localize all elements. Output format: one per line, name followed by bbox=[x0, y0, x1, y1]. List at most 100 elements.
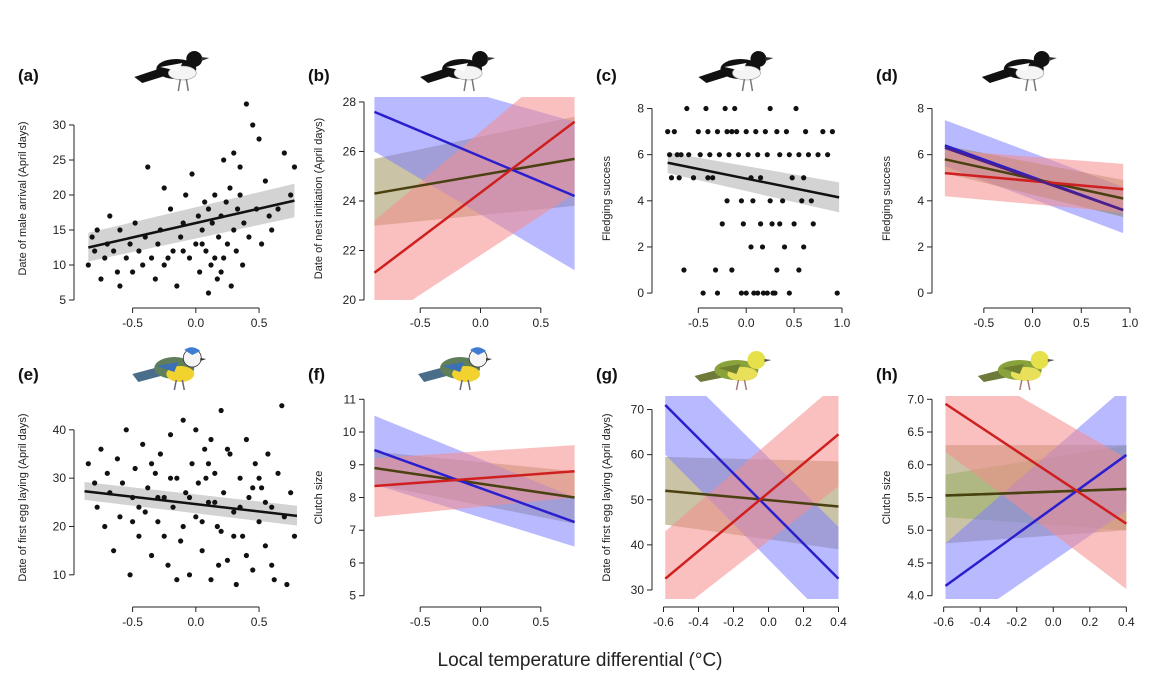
data-point bbox=[104, 470, 110, 476]
y-tick-label: 30 bbox=[53, 118, 67, 132]
data-point bbox=[161, 533, 167, 539]
data-point bbox=[152, 276, 158, 282]
data-point bbox=[85, 262, 91, 268]
data-point bbox=[161, 262, 167, 268]
x-tick-label: -0.5 bbox=[974, 316, 995, 330]
data-point bbox=[801, 244, 807, 250]
data-point bbox=[712, 267, 719, 273]
y-tick-label: 0 bbox=[637, 286, 644, 300]
bird-leg bbox=[181, 379, 186, 391]
flycatcher-icon bbox=[698, 51, 774, 92]
data-point bbox=[237, 192, 243, 198]
data-point bbox=[764, 290, 770, 296]
x-tick-label: 0.5 bbox=[251, 615, 268, 629]
data-point bbox=[165, 562, 171, 568]
bird-leg bbox=[185, 78, 190, 92]
bird-head bbox=[750, 51, 767, 67]
data-point bbox=[243, 101, 250, 107]
y-tick-label: 6 bbox=[917, 148, 924, 162]
data-point bbox=[92, 480, 98, 486]
plot-area bbox=[373, 97, 576, 300]
x-tick-label: -0.2 bbox=[723, 615, 744, 629]
data-point bbox=[275, 470, 281, 476]
data-point bbox=[681, 267, 687, 273]
x-tick-label: 0.0 bbox=[187, 316, 204, 330]
data-point bbox=[199, 241, 205, 247]
data-point bbox=[193, 241, 199, 247]
data-point bbox=[714, 129, 721, 135]
y-tick-label: 8 bbox=[349, 491, 356, 505]
data-point bbox=[759, 244, 766, 250]
data-point bbox=[256, 519, 262, 525]
data-point bbox=[668, 175, 675, 181]
panel-label: (g) bbox=[596, 365, 618, 384]
panel-g: -0.6 -0.4 -0.2 0.0 0.2 0.4 30 40 50 60 70 Date of f… bbox=[596, 351, 847, 629]
x-tick-label: -0.5 bbox=[122, 615, 143, 629]
data-point bbox=[170, 504, 176, 510]
data-point bbox=[183, 192, 189, 198]
data-point bbox=[218, 528, 224, 534]
data-point bbox=[208, 577, 214, 583]
series-line-olive bbox=[665, 489, 839, 508]
bird-leg bbox=[471, 78, 475, 92]
data-point bbox=[89, 234, 95, 240]
data-point bbox=[834, 290, 840, 296]
data-point bbox=[117, 283, 123, 289]
data-point bbox=[774, 267, 780, 273]
x-tick-label: -0.5 bbox=[410, 615, 431, 629]
data-point bbox=[258, 241, 265, 247]
x-tick-label: 1.0 bbox=[1122, 316, 1139, 330]
data-point bbox=[240, 533, 246, 539]
plot-area bbox=[665, 105, 840, 296]
series-line-olive bbox=[945, 487, 1127, 497]
bird-leg bbox=[173, 379, 178, 391]
data-point bbox=[250, 567, 256, 573]
data-point bbox=[243, 552, 250, 559]
plot-area bbox=[84, 403, 297, 588]
data-point bbox=[281, 150, 287, 156]
y-axis-label: Date of nest initiation (April days) bbox=[313, 118, 325, 279]
data-point bbox=[223, 199, 229, 205]
data-point bbox=[174, 577, 180, 583]
data-point bbox=[829, 129, 836, 135]
flycatcher-icon bbox=[420, 51, 496, 92]
y-tick-label: 5 bbox=[349, 589, 356, 603]
panel-d: -0.5 0.0 0.5 1.0 0 2 4 6 8 Fledging success (d) bbox=[876, 51, 1139, 330]
data-point bbox=[801, 175, 807, 181]
data-point bbox=[174, 475, 180, 481]
data-point bbox=[262, 543, 268, 549]
data-point bbox=[221, 157, 227, 163]
bird-beak bbox=[1047, 359, 1055, 362]
bird-head bbox=[1033, 51, 1050, 67]
x-tick-label: -0.6 bbox=[933, 615, 954, 629]
data-point bbox=[760, 290, 767, 296]
data-point bbox=[265, 451, 271, 457]
data-point bbox=[767, 105, 773, 112]
y-tick-label: 4 bbox=[637, 194, 644, 208]
panel-a: -0.5 0.0 0.5 5 10 15 20 25 30 Date of male arriva… bbox=[17, 51, 297, 330]
data-point bbox=[700, 290, 706, 296]
data-point bbox=[117, 514, 123, 520]
bird-leg bbox=[1025, 78, 1029, 92]
series-line-olive bbox=[374, 157, 575, 195]
data-point bbox=[240, 262, 246, 268]
data-point bbox=[250, 485, 256, 491]
x-tick-label: -0.6 bbox=[653, 615, 674, 629]
x-tick-label: 0.0 bbox=[1045, 615, 1062, 629]
data-point bbox=[221, 490, 227, 496]
data-point bbox=[155, 519, 161, 525]
x-tick-label: 1.0 bbox=[834, 316, 851, 330]
data-point bbox=[258, 485, 265, 491]
data-point bbox=[180, 220, 186, 226]
panel-label: (d) bbox=[876, 66, 898, 85]
data-point bbox=[208, 436, 214, 443]
data-point bbox=[92, 248, 98, 254]
data-point bbox=[212, 499, 218, 505]
y-tick-label: 2 bbox=[917, 240, 924, 254]
data-point bbox=[129, 519, 136, 525]
fit-line bbox=[88, 199, 295, 249]
data-point bbox=[224, 557, 231, 563]
data-point bbox=[697, 152, 703, 158]
data-point bbox=[208, 262, 214, 268]
x-tick-label: 0.0 bbox=[760, 615, 777, 629]
